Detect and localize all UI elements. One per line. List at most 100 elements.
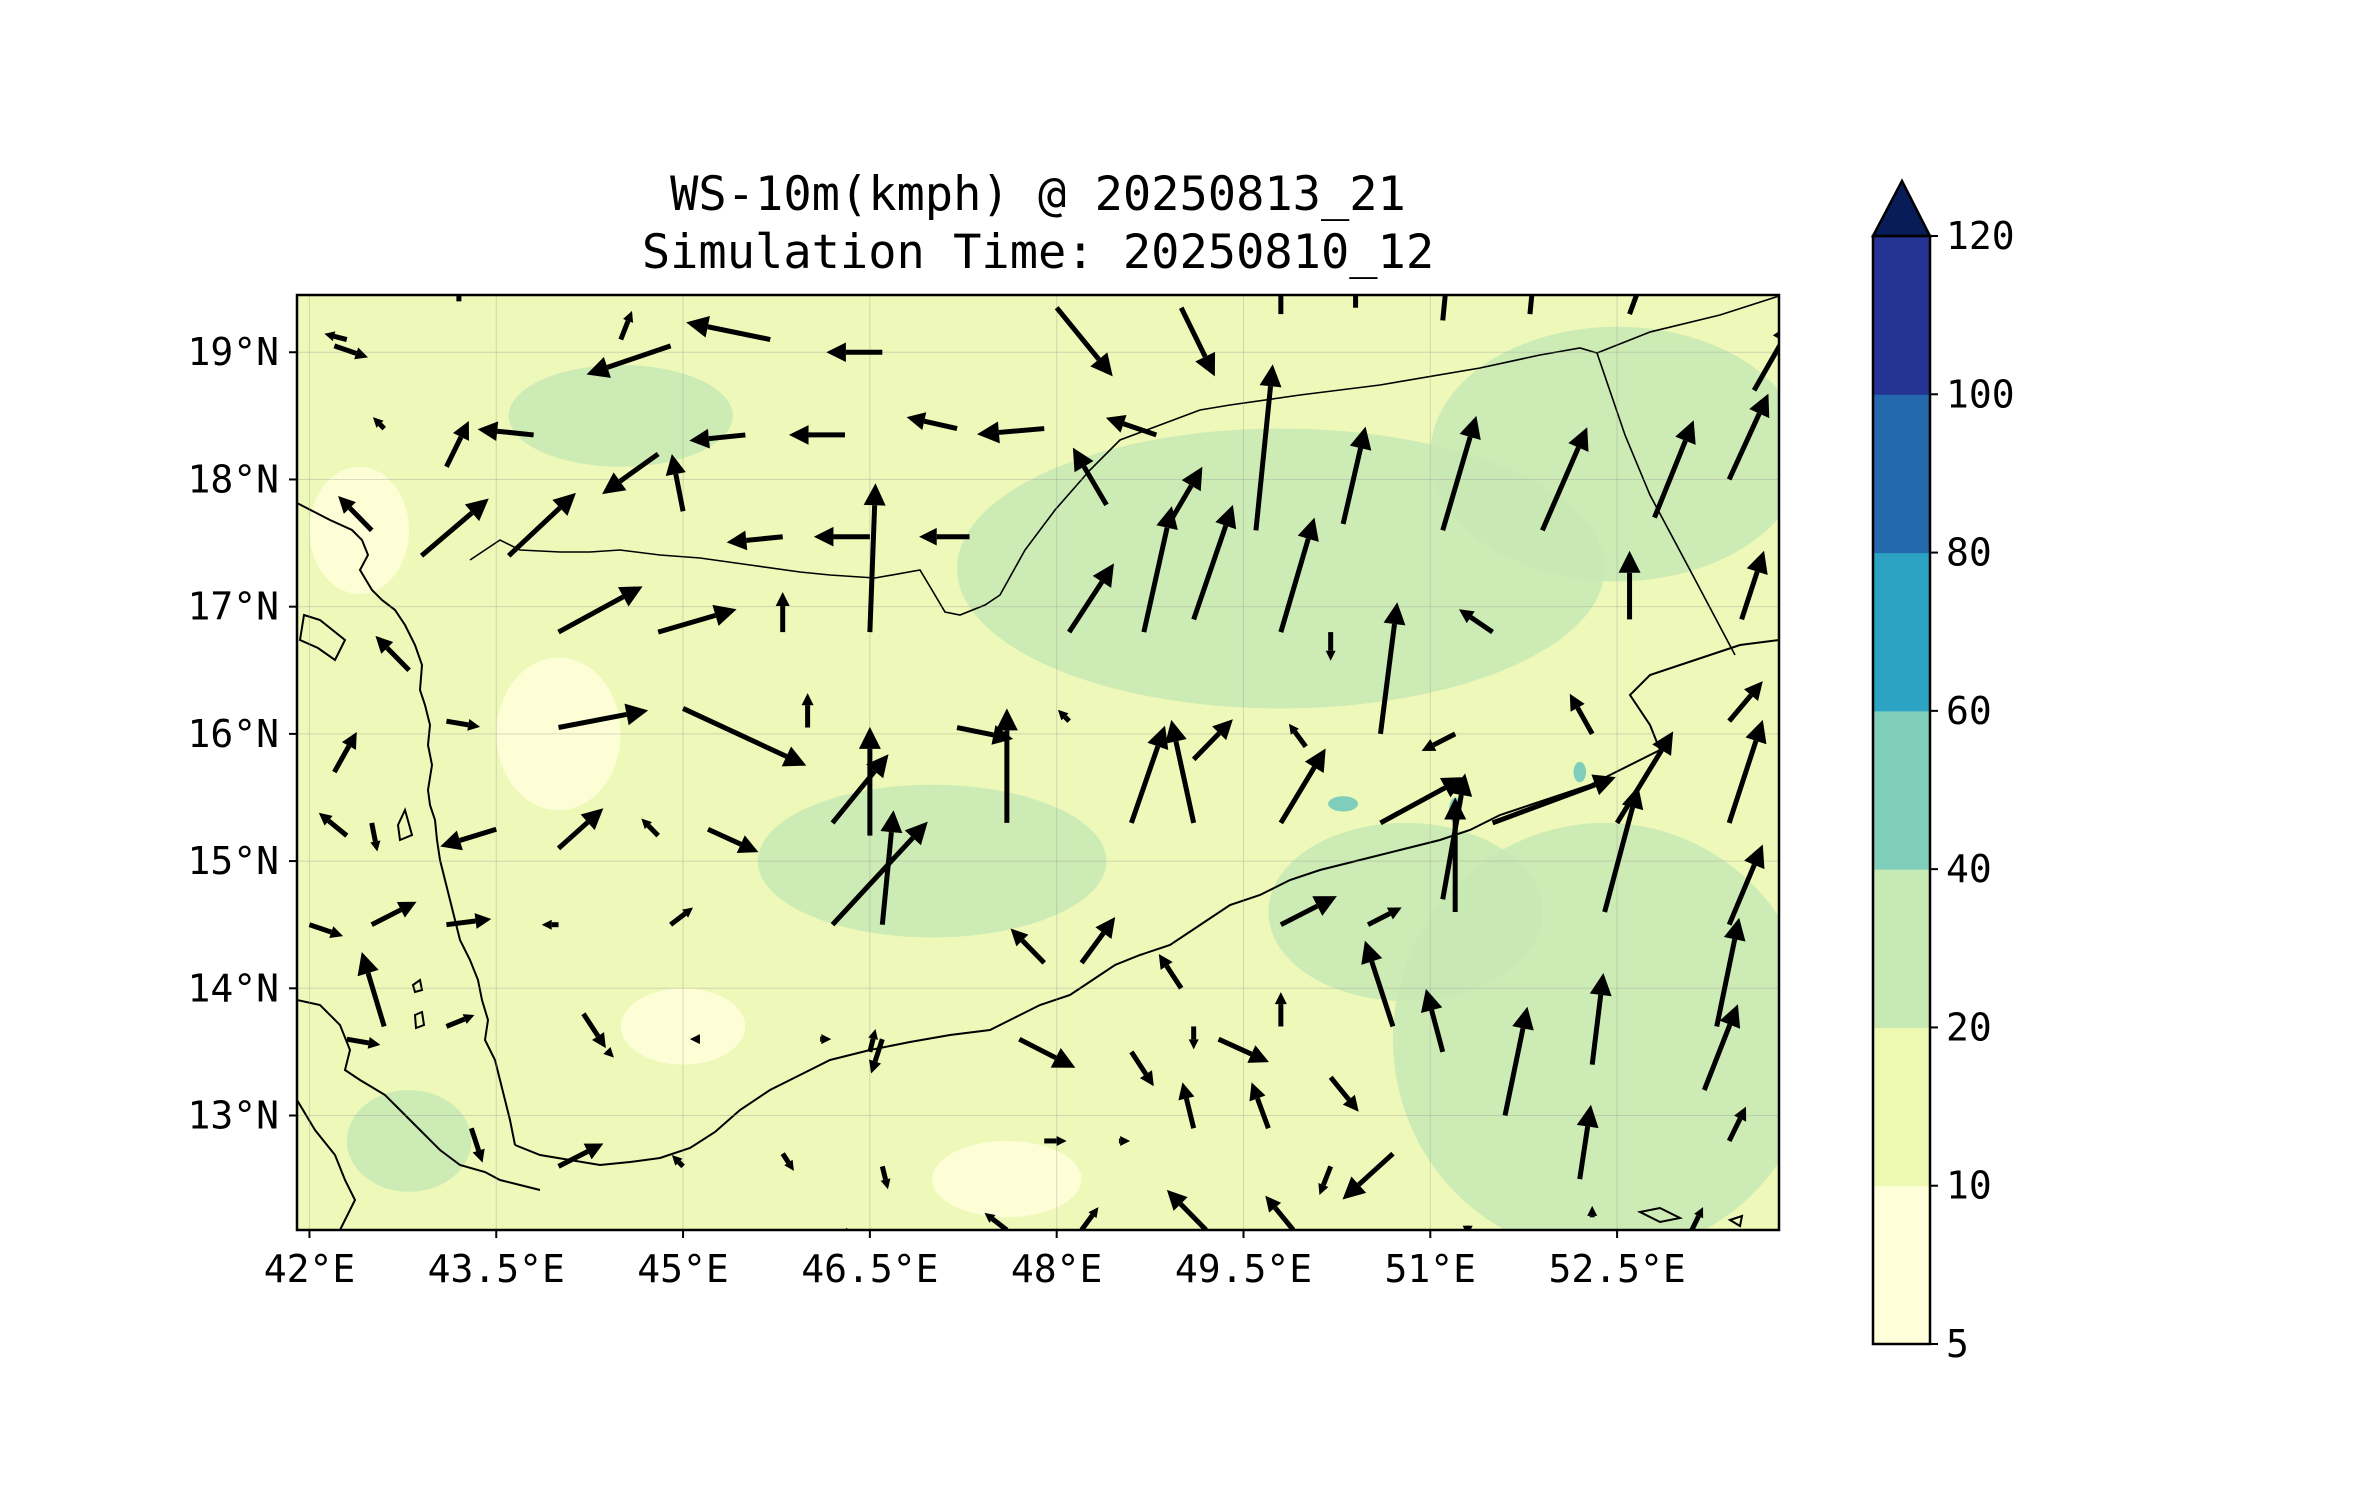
- island-kamaran: [396, 807, 414, 842]
- border-saudi-yemen: [469, 347, 1598, 616]
- wind-arrow: [689, 1034, 700, 1045]
- y-tick-label: 14°N: [187, 966, 279, 1010]
- wind-arrow: [1178, 306, 1216, 377]
- colorbar-tick-label: 20: [1946, 1005, 1992, 1049]
- wind-arrow: [1689, 1207, 1704, 1230]
- x-tick-label: 52.5°E: [1548, 1247, 1685, 1291]
- wind-arrow: [1377, 602, 1406, 735]
- wind-arrow: [346, 1036, 381, 1049]
- y-tick-label: 19°N: [187, 330, 279, 374]
- wind-arrow: [665, 454, 686, 512]
- wind-arrow: [375, 635, 411, 673]
- wind-arrow: [1253, 364, 1282, 531]
- wind-arrow: [863, 483, 886, 633]
- colorbar-segment: [1873, 236, 1930, 395]
- wind-arrow: [689, 428, 746, 449]
- wind-arrow: [1340, 426, 1372, 525]
- border-saudi-oman: [1596, 295, 1779, 354]
- wind-arrow: [1652, 420, 1696, 519]
- wind-arrow: [830, 821, 928, 927]
- wind-arrow: [976, 421, 1045, 444]
- colorbar-extend-triangle: [1870, 178, 1933, 238]
- wind-arrow: [1714, 917, 1746, 1027]
- wind-arrow: [1105, 414, 1158, 438]
- x-tick-label: 51°E: [1385, 1247, 1477, 1291]
- wind-arrow: [1288, 723, 1308, 749]
- wind-zone: [620, 988, 746, 1065]
- wind-arrow: [1440, 295, 1448, 321]
- wind-arrow: [1191, 719, 1233, 762]
- wind-arrow: [1726, 844, 1765, 926]
- colorbar-tick-label: 60: [1946, 689, 1992, 733]
- wind-arrow: [1010, 928, 1047, 965]
- wind-arrow: [879, 810, 903, 925]
- wind-arrow: [1118, 1135, 1131, 1146]
- wind-arrow: [1129, 1050, 1154, 1087]
- wind-arrow: [456, 295, 462, 302]
- coastline-africa-horn: [297, 999, 541, 1191]
- island-farasan: [298, 613, 347, 662]
- wind-arrow: [318, 812, 349, 838]
- wind-arrow: [581, 1012, 606, 1049]
- wind-arrow: [682, 706, 807, 767]
- wind-zone: [1328, 796, 1359, 812]
- wind-arrow: [1325, 632, 1336, 661]
- x-axis-ticks: 42°E 43.5°E 45°E 46.5°E 48°E 49.5°E 51°E 52.5°E: [264, 1230, 1686, 1291]
- country-borders: [469, 295, 1779, 656]
- wind-arrow: [826, 342, 883, 363]
- wind-arrow: [686, 315, 771, 342]
- wind-arrow: [1166, 1189, 1208, 1230]
- wind-zone: [1268, 822, 1543, 1002]
- wind-arrow: [618, 310, 634, 341]
- wind-arrow: [338, 495, 374, 533]
- wind-arrow: [1328, 1075, 1359, 1112]
- colorbar-segments: [1873, 236, 1930, 1345]
- wind-arrow: [1361, 940, 1396, 1028]
- x-tick-label: 45°E: [637, 1247, 729, 1291]
- wind-arrow: [1342, 1151, 1395, 1200]
- colorbar-tick-label: 100: [1946, 372, 2015, 416]
- wind-arrow: [1540, 427, 1589, 532]
- coastline-arabian-peninsula-west: [297, 502, 516, 1146]
- wind-arrow: [369, 822, 381, 852]
- wind-arrow: [671, 1154, 685, 1169]
- wind-arrow: [1079, 1207, 1099, 1230]
- colorbar-segment: [1873, 1027, 1930, 1187]
- wind-arrow: [1420, 988, 1446, 1053]
- wind-arrow: [1491, 774, 1616, 826]
- wind-arrow: [1067, 563, 1114, 634]
- y-tick-label: 15°N: [187, 839, 279, 883]
- wind-zone: [757, 784, 1107, 938]
- wind-arrow: [444, 420, 470, 468]
- x-tick-label: 42°E: [264, 1247, 356, 1291]
- wind-arrow: [1727, 681, 1763, 723]
- colorbar-tick-label: 10: [1946, 1164, 1992, 1208]
- y-axis-ticks: 19°N 18°N 17°N 16°N 15°N 14°N 13°N: [187, 330, 297, 1138]
- map-panel: 42°E 43.5°E 45°E 46.5°E 48°E 49.5°E 51°E 52.5°E…: [187, 293, 1781, 1291]
- wind-arrow: [1589, 973, 1612, 1065]
- y-tick-label: 16°N: [187, 712, 279, 756]
- coastline-africa-inner: [297, 1099, 357, 1230]
- wind-arrow: [844, 1227, 850, 1230]
- wind-arrow: [1278, 517, 1319, 633]
- colorbar-segment: [1873, 869, 1930, 1028]
- x-tick-label: 43.5°E: [428, 1247, 565, 1291]
- wind-arrow: [1614, 731, 1674, 825]
- colorbar-frame: [1871, 234, 1932, 1346]
- wind-arrow: [775, 592, 790, 633]
- wind-arrow: [308, 922, 344, 939]
- wind-arrow: [1618, 550, 1641, 620]
- wind-zone: [508, 364, 733, 467]
- wind-arrow: [1602, 786, 1644, 913]
- island-small-1: [411, 978, 424, 994]
- wind-arrow: [1178, 1082, 1197, 1129]
- wind-arrow: [1265, 1195, 1296, 1230]
- wind-arrow: [446, 913, 492, 929]
- wind-arrow: [669, 907, 694, 927]
- x-tick-label: 49.5°E: [1175, 1247, 1312, 1291]
- map-frame: [295, 293, 1781, 1232]
- y-tick-label: 17°N: [187, 585, 279, 629]
- wind-arrow: [1141, 506, 1178, 633]
- wind-arrow: [1353, 295, 1359, 308]
- coastline: [297, 502, 1779, 1230]
